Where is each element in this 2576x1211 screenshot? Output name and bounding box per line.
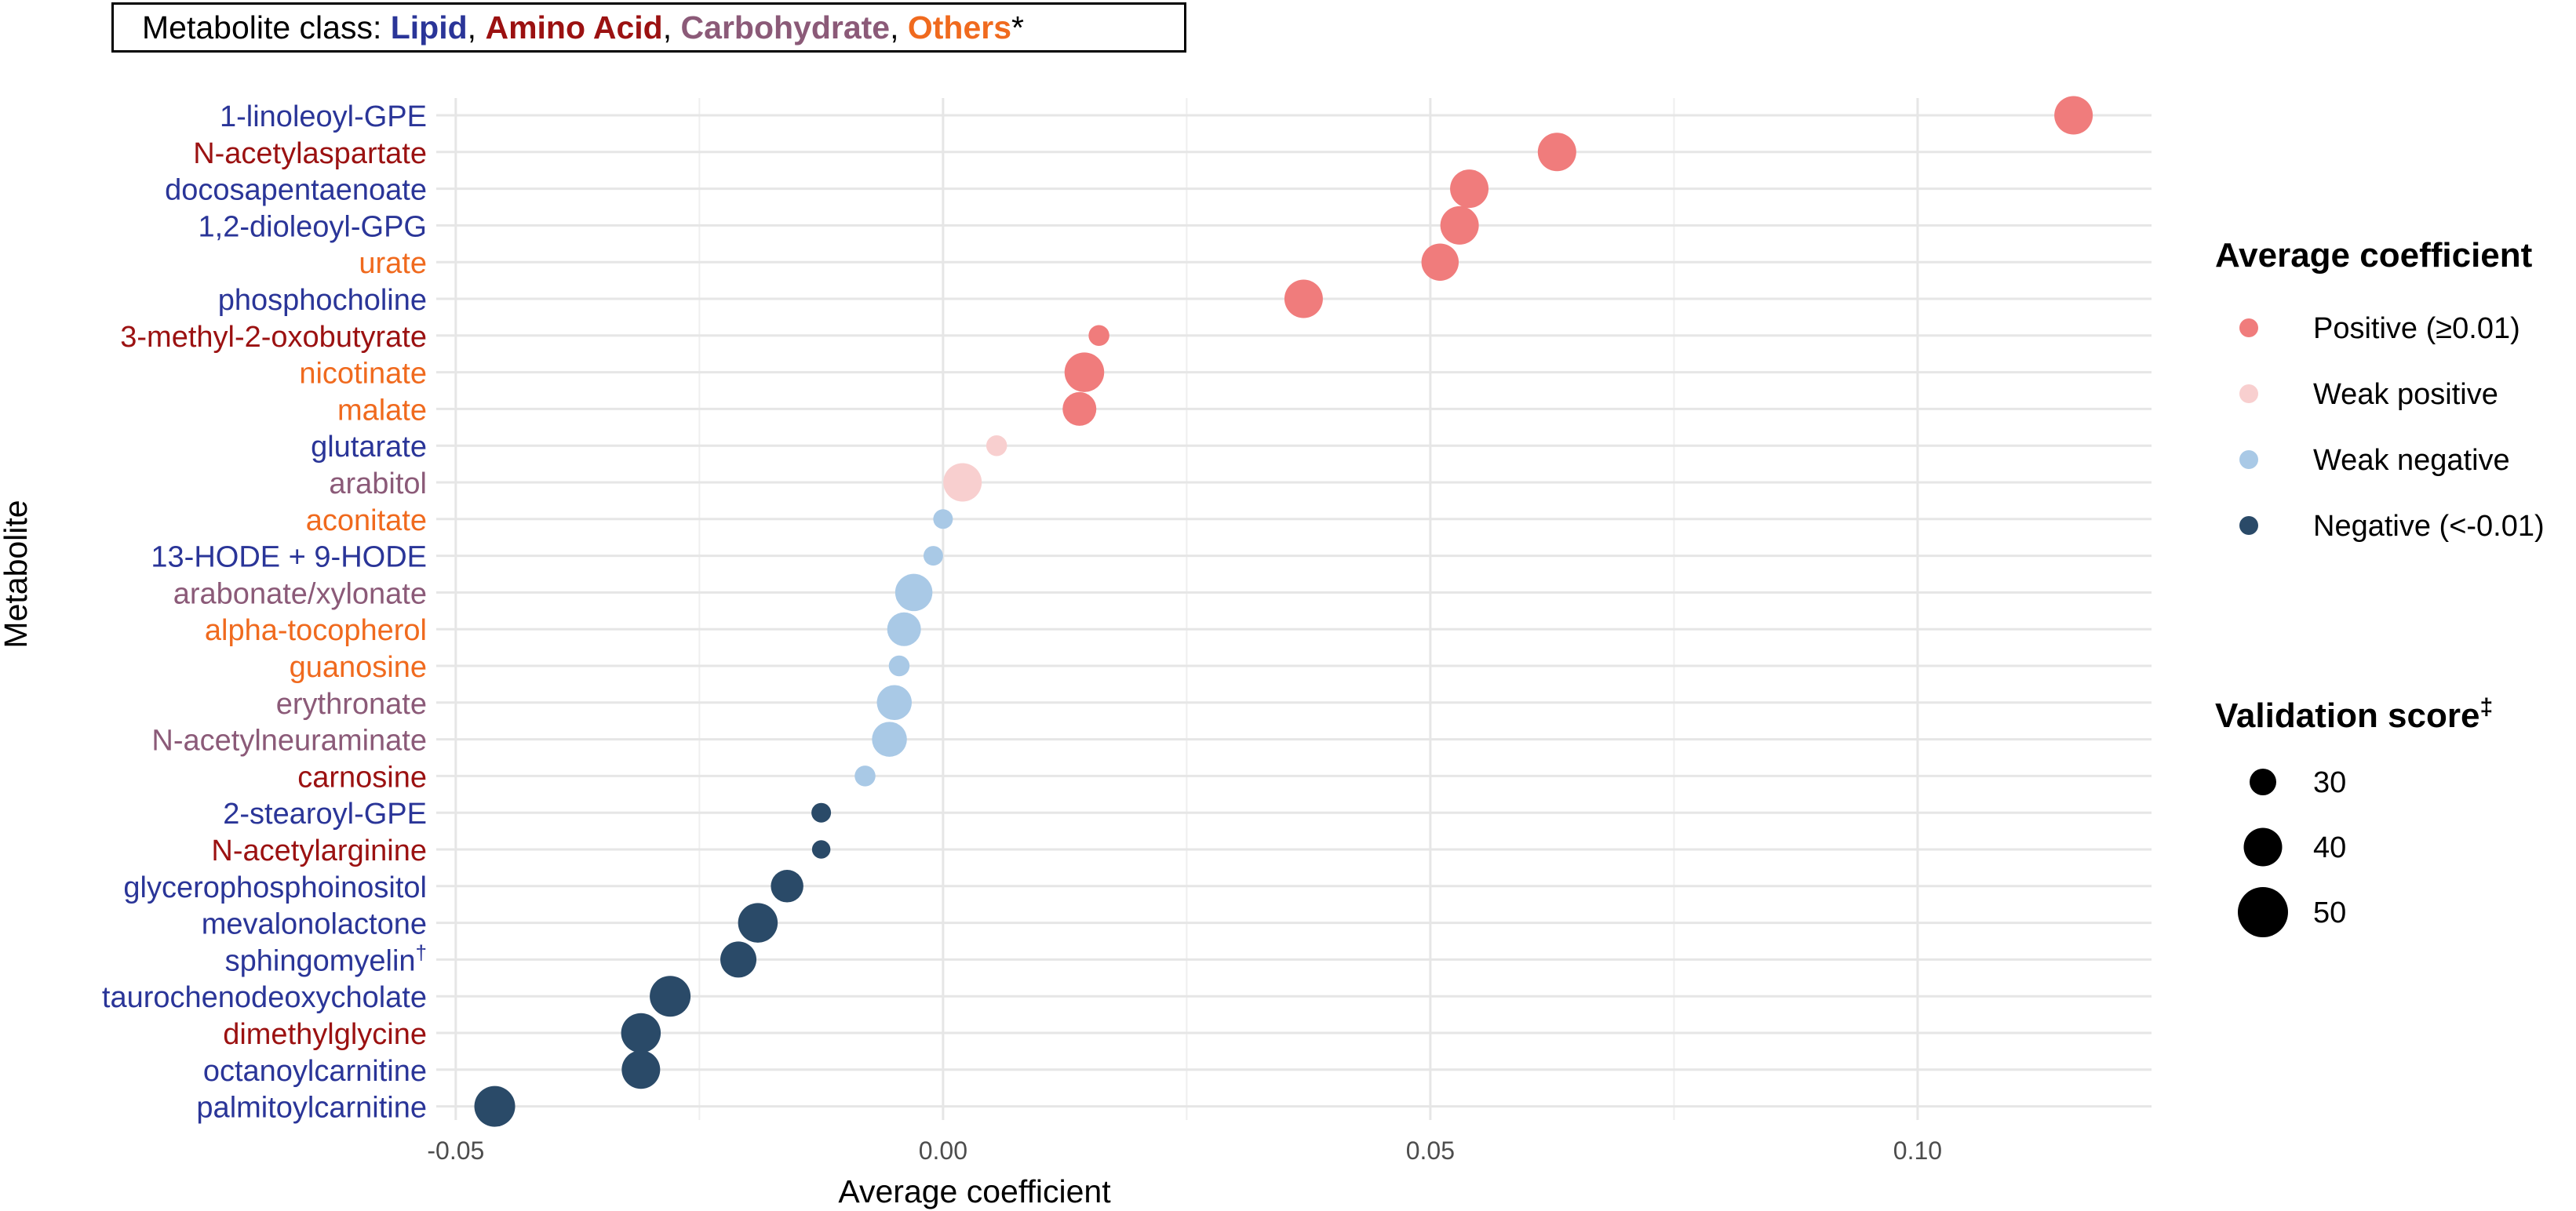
data-points	[474, 96, 2093, 1127]
data-point	[933, 509, 953, 529]
data-point	[1284, 279, 1323, 318]
data-point	[771, 870, 803, 903]
data-point	[1062, 391, 1097, 426]
class-footnote-mark: *	[1011, 9, 1025, 45]
metabolite-label: 3-methyl-2-oxobutyrate	[120, 321, 427, 354]
metabolite-label: octanoylcarnitine	[203, 1055, 427, 1088]
x-tick-label: 0.00	[919, 1136, 967, 1165]
legend-label: Weak negative	[2313, 444, 2510, 477]
data-point	[888, 655, 910, 677]
metabolite-label: urate	[359, 247, 427, 280]
metabolite-label: taurochenodeoxycholate	[102, 981, 427, 1014]
class-separator: ,	[890, 9, 908, 45]
metabolite-label: N-acetylaspartate	[193, 137, 427, 170]
data-point	[738, 903, 778, 943]
metabolite-label: nicotinate	[299, 358, 427, 391]
x-axis-label: Average coefficient	[838, 1173, 1111, 1209]
data-point	[621, 1013, 661, 1053]
legend-key	[2250, 769, 2276, 795]
legend-label: Positive (≥0.01)	[2313, 312, 2520, 345]
metabolite-label: 13-HODE + 9-HODE	[151, 541, 427, 574]
legend-key	[2239, 450, 2258, 469]
metabolite-label: mevalonolactone	[202, 908, 427, 941]
legend-label: 40	[2313, 831, 2346, 864]
legend-label: Weak positive	[2313, 378, 2498, 411]
data-point	[1440, 205, 1479, 245]
data-point	[1064, 352, 1105, 392]
legend-key	[2243, 827, 2283, 867]
metabolite-label: malate	[337, 394, 427, 427]
data-point	[986, 435, 1007, 456]
y-axis-label: Metabolite	[0, 500, 34, 648]
coefficient-legend: Average coefficient Positive (≥0.01) Weak …	[2215, 236, 2545, 543]
legend-key	[2239, 516, 2258, 535]
metabolite-label: guanosine	[290, 651, 427, 684]
metabolite-labels: 1-linoleoyl-GPE N-acetylaspartate docosape…	[102, 100, 427, 1125]
coefficient-legend-title: Average coefficient	[2215, 236, 2533, 275]
metabolite-label: arabonate/xylonate	[173, 577, 427, 610]
metabolite-label: 1,2-dioleoyl-GPG	[199, 210, 427, 243]
data-point	[1421, 243, 1459, 281]
metabolite-label: arabitol	[329, 467, 427, 500]
metabolite-label: dimethylglycine	[223, 1018, 427, 1051]
metabolite-class-legend: Metabolite class: Lipid, Amino Acid, Car…	[111, 2, 1186, 53]
x-tick-label: 0.05	[1406, 1136, 1455, 1165]
class-separator: ,	[662, 9, 681, 45]
x-axis-ticks: -0.05 0.00 0.05 0.10	[427, 1136, 1942, 1165]
superscript-mark: †	[416, 940, 427, 964]
data-point	[887, 612, 921, 646]
data-point	[872, 722, 907, 757]
data-point	[876, 685, 913, 721]
data-point	[2054, 96, 2093, 135]
data-point	[1450, 169, 1489, 209]
metabolite-label: glutarate	[311, 431, 427, 464]
data-point	[854, 766, 876, 787]
legend-key	[2238, 887, 2288, 937]
data-point	[474, 1086, 516, 1127]
class-amino-acid-label: Amino Acid	[485, 9, 663, 45]
superscript-mark: ‡	[2479, 694, 2493, 720]
x-tick-label: -0.05	[427, 1136, 484, 1165]
data-point	[811, 802, 832, 823]
legend-key	[2239, 318, 2258, 337]
metabolite-label: sphingomyelin†	[225, 940, 427, 977]
class-others-label: Others	[907, 9, 1012, 45]
metabolite-label: N-acetylarginine	[211, 835, 427, 867]
metabolite-label: N-acetylneuraminate	[151, 725, 427, 758]
metabolite-label: alpha-tocopherol	[205, 614, 427, 647]
data-point	[923, 546, 943, 566]
metabolite-label: aconitate	[306, 504, 427, 537]
class-separator: ,	[467, 9, 486, 45]
class-carbohydrate-label: Carbohydrate	[680, 9, 891, 45]
validation-score-legend-title: Validation score‡	[2215, 694, 2493, 735]
data-point	[943, 463, 982, 502]
x-tick-label: 0.10	[1893, 1136, 1942, 1165]
data-point	[621, 1050, 661, 1089]
data-point	[650, 976, 691, 1017]
data-point	[1088, 325, 1109, 347]
metabolite-label: palmitoylcarnitine	[196, 1092, 427, 1125]
legend-label: 50	[2313, 896, 2346, 929]
metabolite-label: docosapentaenoate	[165, 174, 427, 207]
class-legend-prefix: Metabolite class:	[142, 9, 391, 45]
validation-score-legend: Validation score‡ 30 40 50	[2215, 694, 2493, 937]
legend-label: 30	[2313, 766, 2346, 799]
metabolite-label: erythronate	[276, 688, 427, 721]
metabolite-label: carnosine	[297, 761, 427, 794]
metabolite-label: phosphocholine	[218, 284, 427, 317]
data-point	[811, 840, 831, 859]
class-lipid-label: Lipid	[390, 9, 468, 45]
legend-label: Negative (<-0.01)	[2313, 510, 2545, 543]
grid-lines	[436, 98, 2152, 1120]
legend-key	[2239, 384, 2258, 403]
metabolite-label: glycerophosphoinositol	[123, 871, 427, 904]
metabolite-label: 1-linoleoyl-GPE	[220, 100, 427, 133]
data-point	[1537, 133, 1576, 172]
data-point	[894, 573, 933, 612]
metabolite-label: 2-stearoyl-GPE	[223, 798, 427, 831]
data-point	[720, 941, 757, 978]
